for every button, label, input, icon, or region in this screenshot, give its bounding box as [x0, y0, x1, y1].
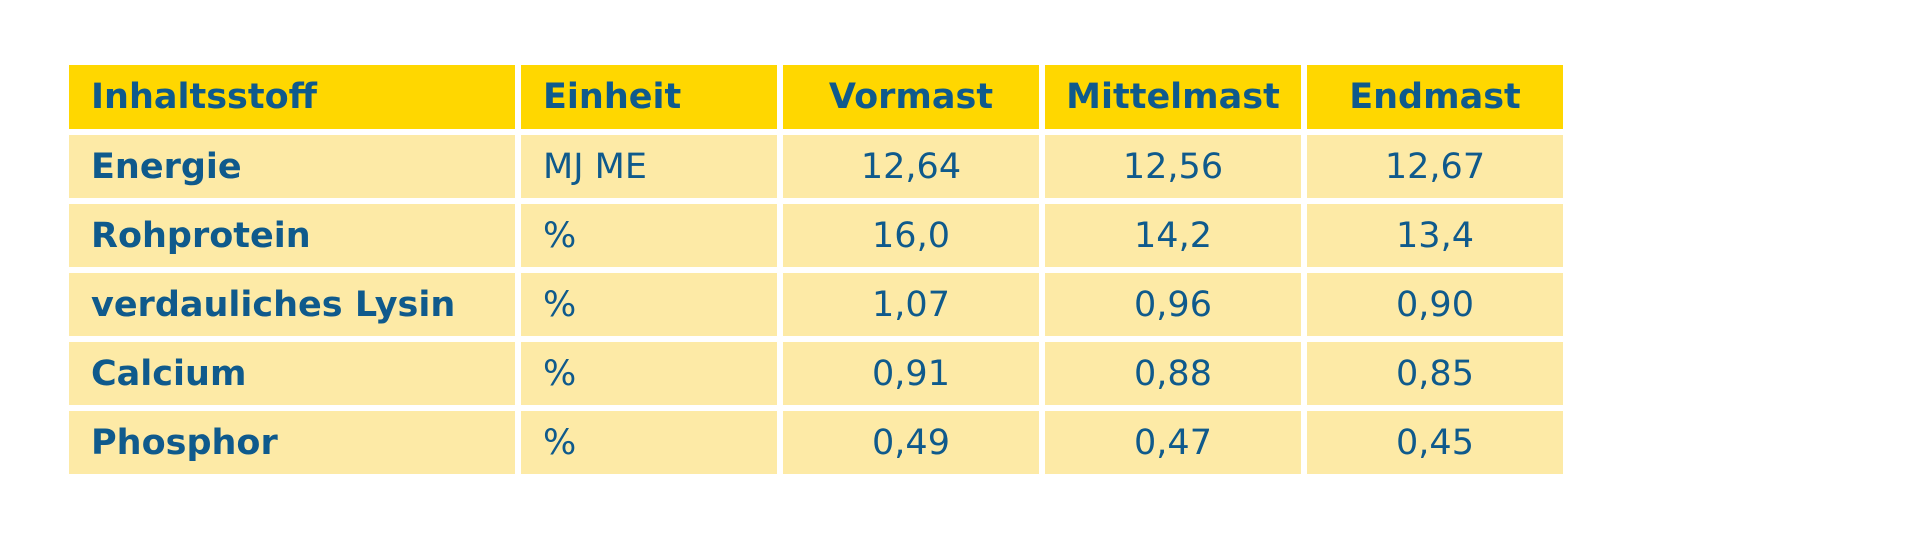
row-mittelmast: 14,2	[1045, 204, 1301, 267]
row-unit: %	[521, 411, 777, 474]
row-unit: MJ ME	[521, 135, 777, 198]
table-row: Rohprotein % 16,0 14,2 13,4	[69, 204, 1563, 267]
row-endmast: 0,45	[1307, 411, 1563, 474]
table-row: Phosphor % 0,49 0,47 0,45	[69, 411, 1563, 474]
row-endmast: 0,85	[1307, 342, 1563, 405]
row-name: verdauliches Lysin	[69, 273, 515, 336]
row-name: Rohprotein	[69, 204, 515, 267]
nutrient-table: Inhaltsstoff Einheit Vormast Mittelmast …	[63, 59, 1569, 480]
row-name: Phosphor	[69, 411, 515, 474]
row-vormast: 0,91	[783, 342, 1039, 405]
table-row: verdauliches Lysin % 1,07 0,96 0,90	[69, 273, 1563, 336]
row-vormast: 1,07	[783, 273, 1039, 336]
row-unit: %	[521, 342, 777, 405]
header-einheit: Einheit	[521, 65, 777, 129]
row-mittelmast: 0,96	[1045, 273, 1301, 336]
header-mittelmast: Mittelmast	[1045, 65, 1301, 129]
row-mittelmast: 0,47	[1045, 411, 1301, 474]
header-inhaltsstoff: Inhaltsstoff	[69, 65, 515, 129]
row-vormast: 0,49	[783, 411, 1039, 474]
row-mittelmast: 12,56	[1045, 135, 1301, 198]
row-name: Energie	[69, 135, 515, 198]
row-endmast: 0,90	[1307, 273, 1563, 336]
row-unit: %	[521, 204, 777, 267]
table-row: Calcium % 0,91 0,88 0,85	[69, 342, 1563, 405]
row-endmast: 12,67	[1307, 135, 1563, 198]
row-unit: %	[521, 273, 777, 336]
table-header-row: Inhaltsstoff Einheit Vormast Mittelmast …	[69, 65, 1563, 129]
header-endmast: Endmast	[1307, 65, 1563, 129]
row-vormast: 16,0	[783, 204, 1039, 267]
row-mittelmast: 0,88	[1045, 342, 1301, 405]
row-name: Calcium	[69, 342, 515, 405]
row-endmast: 13,4	[1307, 204, 1563, 267]
row-vormast: 12,64	[783, 135, 1039, 198]
table-row: Energie MJ ME 12,64 12,56 12,67	[69, 135, 1563, 198]
header-vormast: Vormast	[783, 65, 1039, 129]
